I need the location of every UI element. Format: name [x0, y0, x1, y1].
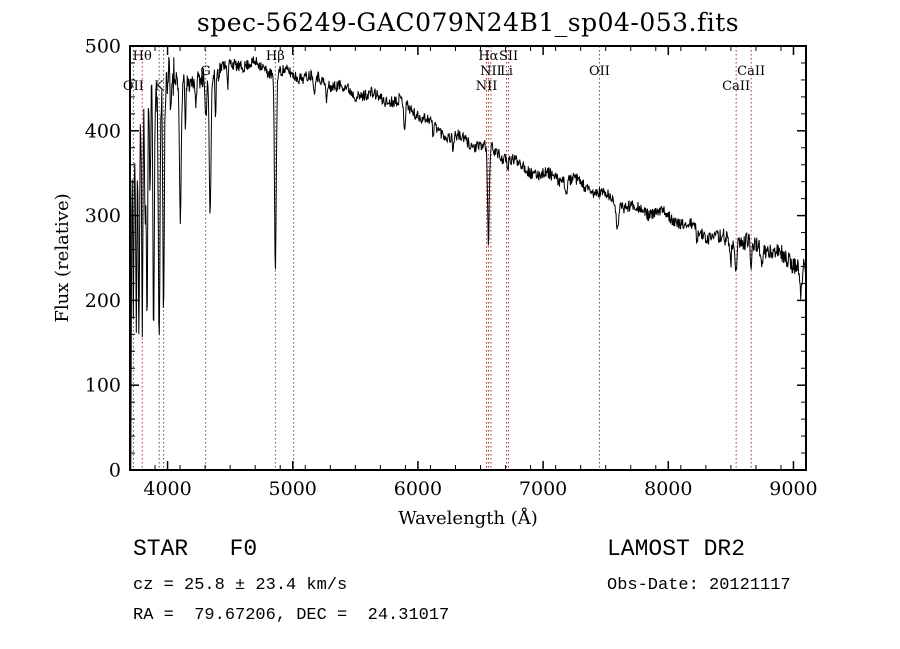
spectral-marker-label: Hθ — [133, 49, 152, 64]
ra-dec-label: RA = 79.67206, DEC = 24.31017 — [133, 606, 450, 625]
plot-border — [129, 45, 807, 471]
y-tick-label: 100 — [85, 375, 121, 397]
spectral-marker-label: OII — [123, 79, 144, 94]
spectral-marker-label: Li — [500, 64, 513, 79]
spectral-marker-label: G — [200, 64, 210, 79]
spectral-marker-label: Hα — [478, 49, 498, 64]
spectral-marker-label: K — [154, 79, 164, 94]
spectral-marker-label: NII — [476, 79, 498, 94]
spectral-marker-label: SII — [499, 49, 518, 64]
x-tick-label: 7000 — [519, 478, 567, 500]
y-tick-label: 200 — [85, 290, 121, 312]
x-tick-label: 4000 — [143, 478, 191, 500]
y-tick-label: 300 — [85, 205, 121, 227]
spectral-marker-label: CaII — [722, 79, 750, 94]
cz-label: cz = 25.8 ± 23.4 km/s — [133, 576, 348, 595]
x-tick-label: 9000 — [769, 478, 817, 500]
page-title: spec-56249-GAC079N24B1_sp04-053.fits — [196, 8, 740, 37]
y-tick-label: 400 — [85, 120, 121, 142]
spectral-marker-label: Hβ — [266, 49, 285, 64]
x-tick-label: 8000 — [644, 478, 692, 500]
spectral-marker-label: OII — [589, 64, 610, 79]
obs-date-label: Obs-Date: 20121117 — [607, 576, 791, 595]
y-axis-label: Flux (relative) — [52, 193, 73, 322]
x-axis-label: Wavelength (Å) — [398, 507, 538, 529]
x-tick-label: 6000 — [394, 478, 442, 500]
spectral-marker-label: NII — [480, 64, 502, 79]
survey-label: LAMOST DR2 — [607, 536, 746, 562]
y-tick-label: 500 — [85, 36, 121, 58]
spectrum-trace — [129, 56, 807, 471]
y-tick-label: 0 — [109, 460, 121, 482]
spectral-marker-label: CaII — [737, 64, 765, 79]
classification-label: STAR F0 — [133, 536, 258, 562]
x-tick-label: 5000 — [269, 478, 317, 500]
